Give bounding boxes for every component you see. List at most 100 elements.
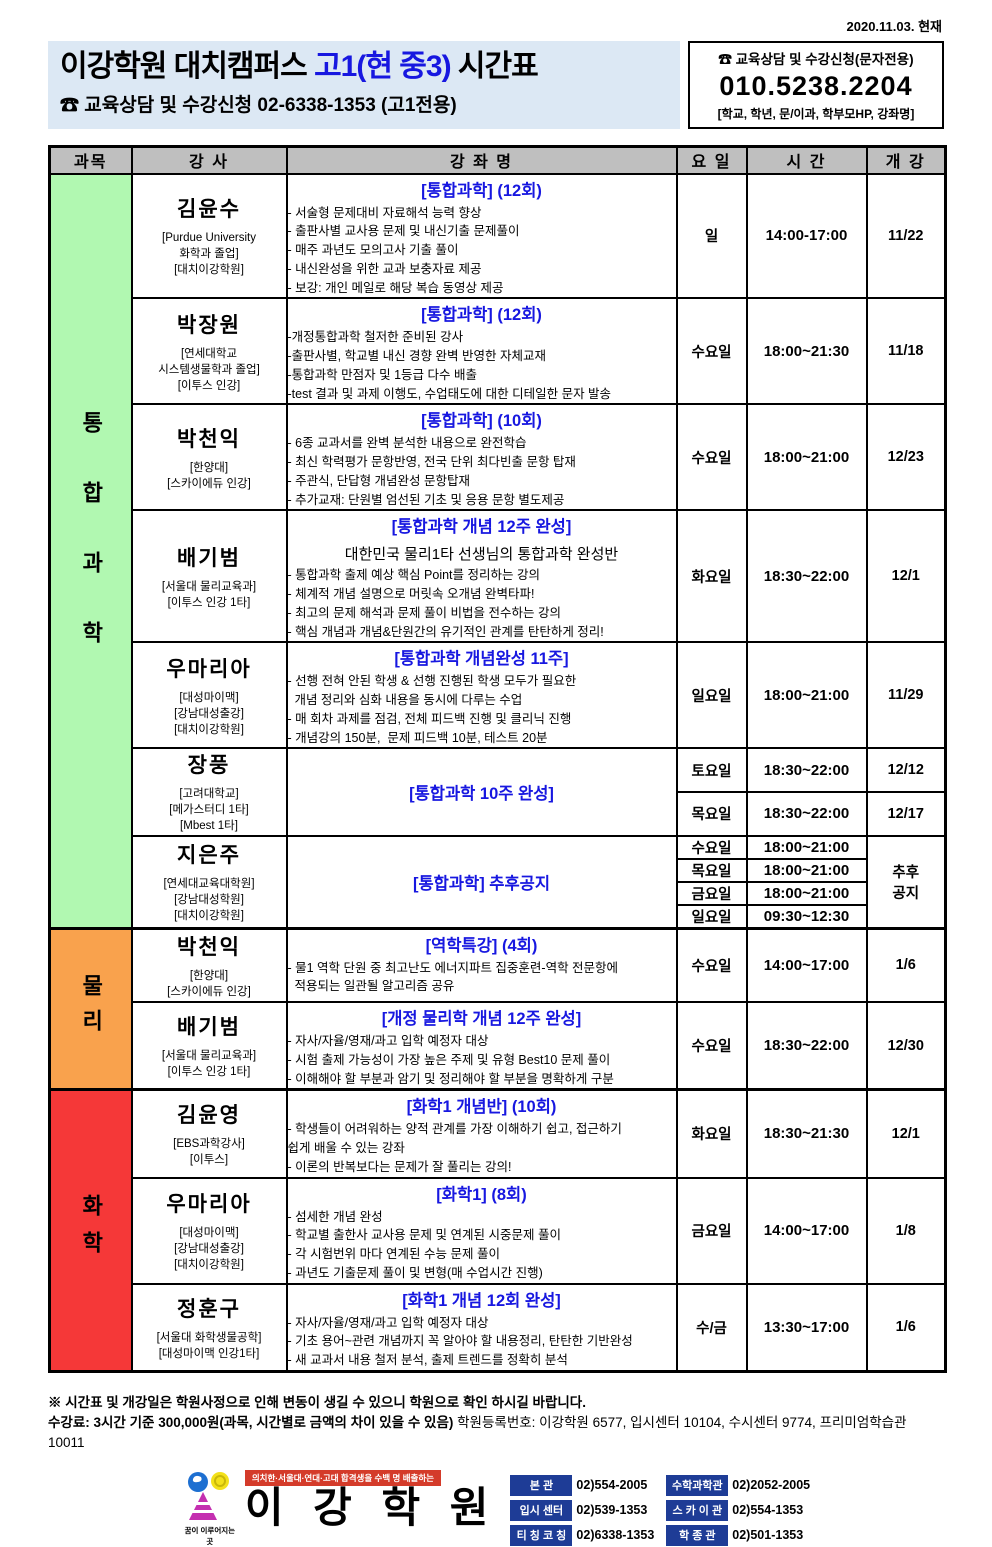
title-block: 이강학원 대치캠퍼스 고1(현 중3) 시간표 ☎ 교육상담 및 수강신청 02…: [48, 41, 680, 129]
subject-label: 물리: [78, 973, 104, 1044]
course-bullets: - 6종 교과서를 완벽 분석한 내용으로 완전학습 - 최신 학력평가 문항반…: [287, 436, 576, 507]
subject-label: 통합과학: [78, 410, 104, 691]
course-bullets: - 자사/자율/영재/과고 입학 예정자 대상 - 기초 용어~관련 개념까지 …: [287, 1315, 633, 1368]
teacher-name: 장풍: [187, 754, 231, 778]
course-title: [통합과학 10주 완성]: [409, 784, 554, 803]
table-row: 정훈구 [서울대 화학생물공학] [대성마이맥 인강1타] [화학1 개념 12…: [50, 1282, 947, 1373]
sms-contact-box: ☎ 교육상담 및 수강신청(문자전용) 010.5238.2204 [학교, 학…: [688, 41, 944, 129]
time-cell: 18:30~22:00: [745, 1001, 868, 1091]
teacher-cell: 김윤수 [Purdue University 화학과 졸업] [대치이강학원]: [130, 172, 288, 300]
start-cell: 12/1: [865, 1088, 947, 1179]
logo-shapes: [187, 1471, 229, 1520]
teacher-name: 지은주: [177, 843, 241, 867]
table-row: 화학 김윤영 [EBS과학강사] [이투스] [화학1 개념반] (10회) -…: [48, 1088, 947, 1373]
course-bullets: - 서술형 문제대비 자료해석 능력 향상 - 출판사별 교사용 문제 및 내신…: [287, 205, 520, 295]
teacher-credentials: [연세대학교 시스템생물학과 졸업] [이투스 인강]: [158, 347, 260, 392]
start-cell: 1/6: [865, 1282, 947, 1373]
start-cell: 1/8: [865, 1176, 947, 1285]
logo-text-block: 의치한·서울대·연대·고대 합격생을 수백 명 배출하는 이 강 학 원: [244, 1469, 498, 1531]
time-cell: 18:00~21:00: [745, 403, 868, 512]
academy-name: 이 강 학 원: [244, 1483, 498, 1531]
course-title: [통합과학] (12회): [421, 181, 542, 200]
start-cell: 11/29: [865, 641, 947, 750]
table-row: 장풍 [고려대학교] [메가스터디 1타] [Mbest 1타] [통합과학 1…: [50, 747, 947, 837]
teacher-name: 우마리아: [166, 657, 252, 681]
time-cell: 14:00~17:00: [745, 926, 868, 1004]
teacher-name: 박천익: [177, 935, 241, 959]
academy-logo-row: 꿈이 이루어지는 곳 의치한·서울대·연대·고대 합격생을 수백 명 배출하는 …: [0, 1469, 992, 1547]
start-cell: 11/22: [865, 172, 947, 300]
table-row: 우마리아 [대성마이맥] [강남대성출강] [대치이강학원] [화학1] (8회…: [50, 1176, 947, 1285]
course-cell: [개정 물리학 개념 12주 완성] - 자사/자율/영재/과고 입학 예정자 …: [285, 1001, 678, 1091]
branch-phone: 02)501-1353: [732, 1528, 804, 1543]
course-bullets: - 섬세한 개념 완성 - 학교별 출한사 교사용 문제 및 연계된 시중문제 …: [287, 1209, 561, 1280]
course-cell: [통합과학] (10회) - 6종 교과서를 완벽 분석한 내용으로 완전학습 …: [285, 403, 678, 512]
table-row: 통합과학 김윤수 [Purdue University 화학과 졸업] [대치이…: [48, 172, 947, 930]
branch-phone: 02)554-1353: [732, 1503, 804, 1518]
logo-banner-slogan: 의치한·서울대·연대·고대 합격생을 수백 명 배출하는: [244, 1469, 442, 1486]
course-title: [통합과학] (12회): [421, 306, 542, 325]
day-cell: 목요일: [675, 791, 748, 837]
teacher-credentials: [서울대 화학생물공학] [대성마이맥 인강1타]: [156, 1331, 262, 1360]
course-title: [통합과학 개념완성 11주]: [394, 650, 569, 669]
col-header-start: 개 강: [865, 145, 947, 175]
sms-phone-number: 010.5238.2204: [719, 71, 913, 101]
page-title: 이강학원 대치캠퍼스 고1(현 중3) 시간표: [60, 50, 666, 85]
teacher-credentials: [한양대] [스카이에듀 인강]: [167, 969, 251, 998]
subject-cell-chemistry: 화학: [48, 1088, 133, 1373]
timetable: 과목 강 사 강 좌 명 요 일 시 간 개 강 통합과학 김윤수 [Purdu…: [48, 145, 947, 1373]
title-prefix: 이강학원 대치캠퍼스: [60, 50, 315, 83]
branch-contact: 입시 센터 02)539-1353: [510, 1499, 654, 1521]
branch-label: 본 관: [510, 1474, 573, 1496]
teacher-credentials: [연세대교육대학원] [강남대성학원] [대치이강학원]: [163, 877, 255, 923]
branch-contact: 스 카 이 관 02)554-1353: [666, 1499, 810, 1521]
day-cell: 화요일: [675, 1088, 748, 1179]
table-row: 지은주 [연세대교육대학원] [강남대성학원] [대치이강학원] [통합과학] …: [50, 834, 947, 930]
time-cell: 09:30~12:30: [745, 904, 868, 930]
teacher-name: 김윤수: [177, 198, 241, 222]
course-bullets: - 선행 전혀 안된 학생 & 선행 진행된 학생 모두가 필요한 개념 정리와…: [287, 674, 577, 745]
course-title: [화학1 개념반] (10회): [406, 1098, 557, 1117]
course-title: [통합과학] 추후공지: [412, 874, 550, 893]
table-row: 금요일 18:00~21:00: [50, 881, 946, 906]
branch-contact: 본 관 02)554-2005: [510, 1474, 654, 1496]
fee-text: 수강료: 3시간 기준 300,000원(과목, 시간별로 금액의 차이 있을 …: [48, 1415, 454, 1431]
teacher-cell: 박천익 [한양대] [스카이에듀 인강]: [130, 403, 288, 512]
time-cell: 14:00-17:00: [745, 172, 868, 300]
time-cell: 18:30~22:00: [745, 747, 868, 793]
teacher-credentials: [EBS과학강사] [이투스]: [173, 1138, 245, 1167]
date-note: 2020.11.03. 현재: [846, 19, 943, 34]
title-grade-highlight: 고1(현 중3): [314, 50, 451, 83]
branch-label: 티 칭 코 칭: [510, 1524, 573, 1546]
time-cell: 18:30~22:00: [745, 509, 868, 644]
time-cell: 13:30~17:00: [745, 1282, 868, 1373]
course-cell: [통합과학] (12회) -개정통합과학 철저한 준비된 강사 -출판사별, 학…: [285, 297, 678, 406]
teacher-cell: 배기범 [서울대 물리교육과] [이투스 인강 1타]: [130, 1001, 288, 1091]
branch-contact: 수학과학관 02)2052-2005: [666, 1474, 811, 1496]
day-cell: 금요일: [675, 881, 748, 906]
branch-phone: 02)6338-1353: [576, 1528, 655, 1543]
course-title: [화학1] (8회): [436, 1185, 527, 1204]
course-bullets: - 통합과학 출제 예상 핵심 Point를 정리하는 강의 - 체계적 개념 …: [287, 568, 604, 639]
branch-label: 수학과학관: [666, 1474, 729, 1496]
time-cell: 18:00~21:00: [745, 641, 868, 750]
course-bullets: - 자사/자율/영재/과고 입학 예정자 대상 - 시험 출제 가능성이 가장 …: [287, 1034, 614, 1086]
start-cell: 11/18: [865, 297, 947, 406]
sms-required-info: [학교, 학년, 문/이과, 학부모HP, 강좌명]: [717, 107, 915, 121]
branch-label: 학 종 관: [666, 1524, 729, 1546]
branch-contact: 학 종 관 02)501-1353: [666, 1524, 810, 1546]
day-cell: 수요일: [675, 926, 748, 1004]
day-cell: 수/금: [675, 1282, 748, 1373]
teacher-cell: 우마리아 [대성마이맥] [강남대성출강] [대치이강학원]: [130, 641, 288, 750]
course-cell: [화학1 개념반] (10회) - 학생들이 어려워하는 양적 관계를 가장 이…: [285, 1088, 678, 1179]
course-cell: [통합과학 개념 12주 완성] 대한민국 물리1타 선생님의 통합과학 완성반…: [285, 509, 678, 644]
branch-phone: 02)2052-2005: [732, 1478, 811, 1493]
teacher-name: 박천익: [177, 427, 241, 451]
branch-contact: 티 칭 코 칭 02)6338-1353: [510, 1524, 655, 1546]
branch-label: 입시 센터: [510, 1499, 573, 1521]
day-cell: 화요일: [675, 509, 748, 644]
branch-phone: 02)554-2005: [576, 1478, 648, 1493]
time-cell: 18:00~21:00: [745, 858, 868, 883]
col-header-course: 강 좌 명: [285, 145, 678, 175]
time-cell: 18:30~21:30: [745, 1088, 868, 1179]
